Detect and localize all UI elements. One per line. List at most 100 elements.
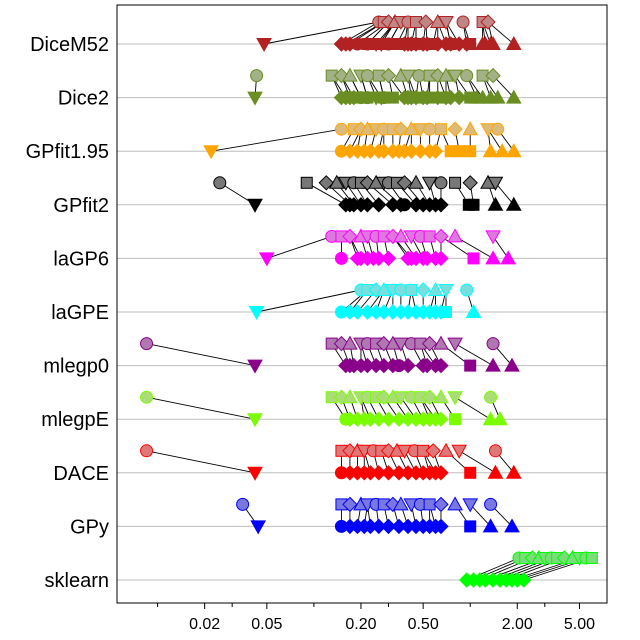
marker-upper bbox=[438, 442, 454, 457]
marker-upper bbox=[425, 443, 441, 459]
marker-square bbox=[386, 91, 399, 104]
category-label: DiceM52 bbox=[30, 34, 109, 56]
marker-upper bbox=[423, 122, 437, 136]
marker-triangle-up bbox=[500, 250, 517, 265]
marker-upper bbox=[318, 175, 334, 191]
marker-triangle-up bbox=[482, 518, 499, 533]
category-label: laGP6 bbox=[53, 248, 109, 270]
category-label: GPfit2 bbox=[53, 195, 109, 217]
marker-upper bbox=[421, 176, 438, 191]
connector-line bbox=[495, 182, 515, 206]
marker-triangle-up bbox=[487, 464, 504, 479]
category-label: DACE bbox=[53, 463, 109, 485]
marker-triangle-up bbox=[487, 196, 504, 211]
marker-triangle-up bbox=[505, 464, 522, 479]
marker-triangle-up bbox=[504, 357, 520, 372]
x-tick-label: 2.00 bbox=[502, 616, 533, 633]
marker-triangle-up bbox=[505, 196, 522, 211]
connector-line bbox=[454, 396, 491, 420]
marker-triangle-up bbox=[504, 518, 520, 533]
marker-triangle-up bbox=[492, 411, 508, 426]
marker-diamond bbox=[380, 518, 397, 535]
marker-triangle-down bbox=[248, 306, 265, 321]
plot-frame bbox=[116, 4, 608, 604]
marker-upper bbox=[484, 497, 498, 511]
connector-line bbox=[146, 396, 256, 420]
marker-upper bbox=[396, 175, 413, 191]
marker-triangle-up bbox=[465, 303, 482, 318]
marker-triangle-up bbox=[505, 143, 522, 158]
marker-upper bbox=[400, 69, 416, 84]
marker-square bbox=[464, 520, 477, 533]
marker-diamond bbox=[380, 250, 397, 267]
category-label: mlegpE bbox=[41, 409, 109, 431]
marker-upper bbox=[421, 335, 438, 352]
marker-upper bbox=[447, 337, 463, 352]
marker-upper bbox=[484, 390, 498, 404]
category-label: mlegp0 bbox=[43, 356, 109, 378]
marker-triangle-down bbox=[247, 413, 263, 428]
marker-upper bbox=[487, 176, 504, 191]
marker-upper bbox=[415, 282, 431, 298]
connector-line bbox=[469, 504, 491, 527]
marker-triangle-up bbox=[494, 143, 510, 158]
x-tick-label: 0.05 bbox=[251, 616, 282, 633]
category-label: laGPE bbox=[51, 302, 109, 324]
connector-line bbox=[266, 235, 332, 259]
x-tick-label: 5.00 bbox=[564, 616, 595, 633]
marker-diamond bbox=[516, 572, 532, 588]
marker-triangle-up bbox=[482, 143, 499, 158]
marker-upper bbox=[403, 121, 420, 136]
marker-square bbox=[467, 198, 480, 211]
marker-diamond bbox=[359, 197, 376, 213]
marker-upper bbox=[393, 121, 409, 137]
connector-line bbox=[492, 236, 509, 259]
marker-upper bbox=[438, 16, 454, 31]
marker-upper bbox=[485, 230, 501, 245]
marker-upper bbox=[393, 496, 409, 511]
marker-upper bbox=[342, 67, 358, 82]
marker-square bbox=[464, 466, 477, 479]
marker-upper bbox=[434, 176, 448, 190]
marker-diamond bbox=[371, 197, 387, 213]
marker-square bbox=[464, 359, 477, 372]
marker-upper bbox=[447, 391, 463, 406]
marker-upper bbox=[433, 335, 449, 350]
marker-upper bbox=[380, 67, 397, 84]
marker-upper bbox=[393, 228, 409, 243]
marker-upper bbox=[359, 121, 376, 136]
marker-upper bbox=[434, 123, 447, 136]
category-label: Dice2 bbox=[58, 88, 109, 110]
marker-square bbox=[453, 145, 466, 158]
marker-upper bbox=[485, 67, 501, 84]
marker-upper bbox=[462, 175, 478, 191]
marker-triangle-up bbox=[482, 411, 499, 426]
marker-upper bbox=[393, 337, 409, 352]
marker-upper bbox=[421, 389, 438, 405]
x-tick-label: 0.02 bbox=[189, 616, 220, 633]
marker-triangle-up bbox=[505, 35, 522, 50]
marker-diamond bbox=[400, 357, 416, 374]
marker-upper bbox=[491, 122, 505, 136]
connector-line bbox=[211, 128, 342, 152]
connector-line bbox=[146, 343, 256, 367]
marker-square bbox=[449, 413, 462, 426]
marker-upper bbox=[449, 176, 462, 189]
marker-upper bbox=[328, 174, 345, 189]
marker-upper bbox=[418, 14, 434, 30]
marker-upper bbox=[480, 14, 496, 30]
marker-upper bbox=[447, 69, 463, 84]
marker-triangle-down bbox=[203, 145, 219, 160]
marker-upper bbox=[486, 337, 500, 351]
marker-triangle-up bbox=[485, 357, 501, 372]
marker-upper bbox=[488, 444, 502, 458]
marker-upper bbox=[427, 281, 444, 296]
marker-upper bbox=[394, 283, 408, 297]
category-label: GPy bbox=[70, 516, 109, 538]
marker-upper bbox=[360, 69, 374, 83]
marker-diamond bbox=[433, 250, 449, 267]
marker-upper bbox=[342, 496, 358, 513]
connector-line bbox=[487, 21, 515, 45]
marker-upper bbox=[438, 67, 454, 82]
marker-upper bbox=[447, 121, 463, 137]
